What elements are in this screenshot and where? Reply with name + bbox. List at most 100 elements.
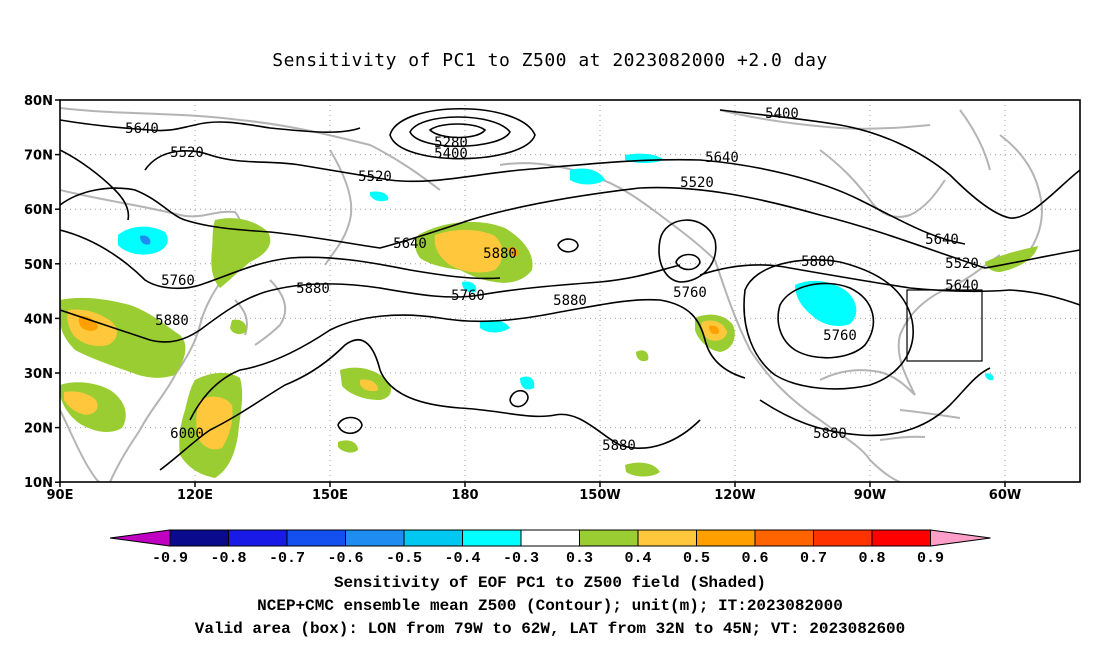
colorbar-segment bbox=[169, 529, 229, 547]
lon-label: 90W bbox=[854, 488, 886, 503]
colorbar-tick-label: 0.4 bbox=[624, 550, 651, 567]
contour-label: 5760 bbox=[673, 285, 707, 301]
colorbar-min-arrow bbox=[109, 529, 171, 547]
contour-5640-north bbox=[60, 119, 361, 133]
lat-label: 70N bbox=[24, 149, 53, 164]
contour-label: 5400 bbox=[765, 106, 799, 122]
contour-label: 5520 bbox=[358, 169, 392, 185]
contour-label: 5760 bbox=[823, 328, 857, 344]
shade-yellow-philippines bbox=[196, 396, 233, 450]
contour-label: 5400 bbox=[434, 146, 468, 162]
contour-5760 bbox=[60, 264, 681, 343]
shade-cyan-dateline bbox=[462, 281, 477, 293]
contour-label: 5880 bbox=[296, 281, 330, 297]
contour-north-west bbox=[60, 149, 130, 221]
contour-label: 5880 bbox=[813, 426, 847, 442]
contour-label: 5280 bbox=[434, 135, 468, 151]
colorbar-tick-label: -0.8 bbox=[210, 550, 246, 567]
colorbar-segment bbox=[462, 529, 522, 547]
lon-label: 180 bbox=[451, 488, 478, 503]
contour-low-ring2 bbox=[409, 116, 511, 148]
lon-label: 150W bbox=[579, 488, 620, 503]
contour-labels: 5640552052805400552054005640552056405520… bbox=[125, 106, 979, 454]
lon-label: 150E bbox=[312, 488, 348, 503]
shade-orange-east-pacific bbox=[709, 325, 720, 335]
coastline-india bbox=[60, 409, 101, 482]
shade-cyan-pacific bbox=[480, 320, 510, 333]
colorbar-tick-label: -0.9 bbox=[152, 550, 188, 567]
lat-label: 50N bbox=[24, 258, 53, 273]
contour-label: 5880 bbox=[155, 313, 189, 329]
contour-label: 5640 bbox=[925, 232, 959, 248]
colorbar-tick-label: -0.5 bbox=[386, 550, 422, 567]
colorbar-segment bbox=[637, 529, 697, 547]
colorbar-segment bbox=[520, 529, 580, 547]
shade-green-china bbox=[211, 218, 271, 288]
coastline-caribbean bbox=[879, 409, 961, 441]
grid-lines bbox=[60, 100, 1080, 482]
contour-5880-se bbox=[759, 367, 991, 437]
shade-orange-dateline bbox=[508, 247, 519, 257]
colorbar-segment bbox=[871, 529, 931, 547]
contour-5880-south bbox=[159, 339, 701, 471]
colorbar-segment bbox=[754, 529, 814, 547]
shade-orange-west bbox=[78, 315, 98, 331]
coastline-siberia bbox=[60, 107, 441, 191]
contour-low-ring3 bbox=[389, 107, 536, 160]
coastline-kamchatka bbox=[324, 149, 353, 266]
z500-contours bbox=[60, 107, 1080, 471]
coastline-north-america bbox=[714, 259, 901, 482]
shade-green-small-1 bbox=[636, 350, 649, 362]
shade-cyan-hawaii bbox=[520, 376, 535, 390]
shade-cyan-us bbox=[795, 280, 857, 326]
contour-label: 5640 bbox=[945, 278, 979, 294]
valid-area-box bbox=[906, 289, 983, 362]
contour-5640-west-loop bbox=[60, 229, 501, 290]
contour-label: 5640 bbox=[705, 150, 739, 166]
contour-label: 5880 bbox=[602, 438, 636, 454]
contour-small-pacific bbox=[337, 416, 363, 435]
contour-5760-east bbox=[699, 264, 1080, 306]
colorbar-max-arrow bbox=[930, 529, 991, 547]
colorbar-segment bbox=[403, 529, 463, 547]
colorbar-segment bbox=[286, 529, 346, 547]
colorbar-tick-label: -0.7 bbox=[269, 550, 305, 567]
colorbar-tick-label: 0.5 bbox=[683, 550, 710, 567]
colorbar-segment bbox=[579, 529, 639, 547]
shade-blue-west bbox=[140, 235, 151, 245]
page-title: Sensitivity of PC1 to Z500 at 2023082000… bbox=[272, 50, 828, 71]
caption-shading: Sensitivity of EOF PC1 to Z500 field (Sh… bbox=[333, 574, 767, 592]
contour-label: 5760 bbox=[451, 288, 485, 304]
shade-cyan-arctic-1 bbox=[570, 168, 605, 185]
colorbar-segment bbox=[345, 529, 405, 547]
contour-5520-north bbox=[144, 150, 966, 245]
lat-label: 10N bbox=[24, 476, 53, 491]
colorbar-tick-label: -0.4 bbox=[444, 550, 480, 567]
shade-yellow-dateline bbox=[434, 229, 503, 273]
contour-label: 5760 bbox=[161, 273, 195, 289]
lon-label: 90E bbox=[47, 488, 74, 503]
colorbar-tick-label: 0.7 bbox=[800, 550, 827, 567]
shade-green-small-2 bbox=[625, 462, 660, 477]
lat-label: 40N bbox=[24, 312, 53, 327]
shade-green-pacific-2 bbox=[338, 440, 358, 453]
colorbar-tick-label: 0.9 bbox=[917, 550, 944, 567]
contour-low-280 bbox=[428, 123, 487, 139]
shaded-sensitivity bbox=[60, 153, 1038, 478]
colorbar-segment bbox=[813, 529, 873, 547]
contour-label: 5520 bbox=[680, 175, 714, 191]
contour-cutoff-3 bbox=[658, 219, 717, 283]
colorbar: -0.9 -0.8 -0.7 -0.6 -0.5 -0.4 -0.3 0.3 0.4 0.5 0.6… bbox=[109, 529, 991, 567]
contour-label: 5640 bbox=[393, 236, 427, 252]
coastline-gulf bbox=[819, 254, 1001, 396]
contour-5640-mid bbox=[60, 186, 1080, 269]
colorbar-tick-label: -0.3 bbox=[503, 550, 539, 567]
lat-label: 20N bbox=[24, 422, 53, 437]
contour-small-hawaii bbox=[509, 389, 529, 408]
lat-label: 80N bbox=[24, 94, 53, 109]
caption-contour: NCEP+CMC ensemble mean Z500 (Contour); u… bbox=[257, 597, 843, 615]
contour-label: 5520 bbox=[170, 145, 204, 161]
map-frame bbox=[59, 99, 1081, 483]
